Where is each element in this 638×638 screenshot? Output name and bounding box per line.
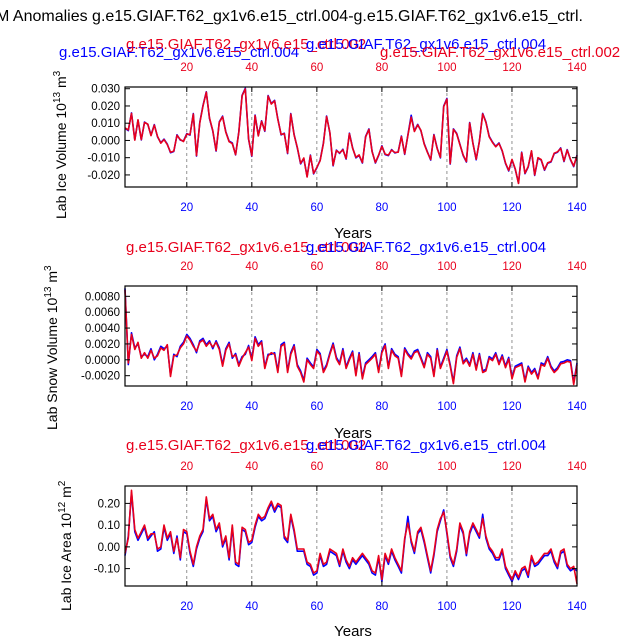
ice-area-xtick-label-top: 120	[502, 461, 521, 473]
ice-area-xtick-label: 80	[375, 601, 388, 613]
snow-volume-xtick-label-top: 40	[245, 261, 258, 273]
ice-volume-series-red-line	[124, 88, 578, 185]
ice-volume-ytick-label: 0.010	[91, 118, 120, 130]
snow-volume-ytick-label: 0.0040	[85, 323, 120, 335]
figure-title: M Anomalies g.e15.GIAF.T62_gx1v6.e15_ctr…	[0, 8, 583, 25]
ice-volume-xtick-label-top: 120	[502, 62, 521, 74]
ice-volume-ytick-label: 0.030	[91, 84, 120, 96]
ice-volume-ytick-label: 0.000	[91, 135, 120, 147]
snow-volume-xlabel: Years	[334, 425, 372, 442]
ice-volume-xtick-label-top: 140	[567, 62, 586, 74]
ice-volume-ytick-label: 0.020	[91, 101, 120, 113]
panel-3-legend-blue: g.e15.GIAF.T62_gx1v6.e15_ctrl.004	[306, 437, 546, 454]
panel-snow-volume: g.e15.GIAF.T62_gx1v6.e15_ctrl.002 g.e15.…	[43, 239, 587, 442]
panel-2-legend-red: g.e15.GIAF.T62_gx1v6.e15_ctrl.002	[126, 239, 366, 256]
snow-volume-xtick-label: 80	[375, 401, 388, 413]
panel-ice-volume: Lab Ice Volume 1013 m3 Years 0.030 0.020 0…	[52, 62, 587, 242]
ice-area-xtick-label: 100	[437, 601, 456, 613]
ice-area-ylabel: Lab Ice Area 1012 m2	[57, 480, 74, 611]
snow-volume-plot-frame	[124, 285, 578, 387]
ice-area-ytick-label: 0.10	[98, 520, 120, 532]
ice-volume-xtick-label-top: 80	[375, 62, 388, 74]
ice-volume-xtick-label: 60	[310, 202, 323, 214]
snow-volume-series-red-line	[124, 289, 578, 386]
ice-area-ytick-label: -0.10	[94, 564, 120, 576]
ice-volume-xtick-label-top: 60	[310, 62, 323, 74]
panel-3-legend-red: g.e15.GIAF.T62_gx1v6.e15_ctrl.002	[126, 437, 366, 454]
panel-2-legend-blue: g.e15.GIAF.T62_gx1v6.e15_ctrl.004	[306, 239, 546, 256]
ice-volume-xtick-label-top: 40	[245, 62, 258, 74]
snow-volume-xtick-label-top: 140	[567, 261, 586, 273]
snow-volume-xtick-label: 60	[310, 401, 323, 413]
snow-volume-xtick-label-top: 80	[375, 261, 388, 273]
legend-case-a-label-2: g.e15.GIAF.T62_gx1v6.e15_ctrl.004	[306, 36, 546, 53]
ice-area-xtick-label-top: 80	[375, 461, 388, 473]
ice-volume-xtick-label-top: 100	[437, 62, 456, 74]
snow-volume-xtick-label: 100	[437, 401, 456, 413]
ice-area-xtick-label-top: 40	[245, 461, 258, 473]
ice-volume-xtick-label-top: 20	[180, 62, 193, 74]
snow-volume-xtick-label: 140	[567, 401, 586, 413]
legend-case-a-label: g.e15.GIAF.T62_gx1v6.e15_ctrl.004	[59, 44, 299, 61]
snow-volume-series-blue-line	[124, 288, 578, 384]
snow-volume-xtick-label-top: 60	[310, 261, 323, 273]
snow-volume-xtick-label: 40	[245, 401, 258, 413]
ice-volume-xtick-label: 20	[180, 202, 193, 214]
ice-area-xtick-label: 140	[567, 601, 586, 613]
ice-area-plot-frame	[124, 485, 578, 587]
ice-area-xtick-label-top: 140	[567, 461, 586, 473]
ice-area-xtick-label-top: 20	[180, 461, 193, 473]
ice-area-ytick-label: 0.20	[98, 498, 120, 510]
snow-volume-ytick-label: 0.0000	[85, 355, 120, 367]
ice-volume-ytick-label: -0.020	[87, 170, 120, 182]
snow-volume-ytick-label: 0.0080	[85, 291, 120, 303]
ice-area-xtick-label: 60	[310, 601, 323, 613]
ice-area-xtick-label-top: 100	[437, 461, 456, 473]
panel-ice-area: g.e15.GIAF.T62_gx1v6.e15_ctrl.002 g.e15.…	[57, 437, 587, 638]
snow-volume-ytick-label: 0.0060	[85, 307, 120, 319]
ice-area-xlabel: Years	[334, 623, 372, 638]
ice-volume-xtick-label: 40	[245, 202, 258, 214]
snow-volume-ylabel: Lab Snow Volume 1013 m3	[43, 265, 60, 430]
snow-volume-ytick-label: 0.0020	[85, 339, 120, 351]
ice-area-xtick-label: 20	[180, 601, 193, 613]
snow-volume-xtick-label: 20	[180, 401, 193, 413]
ice-volume-xtick-label: 140	[567, 202, 586, 214]
ice-volume-xtick-label: 120	[502, 202, 521, 214]
snow-volume-xtick-label-top: 100	[437, 261, 456, 273]
ice-volume-xlabel: Years	[334, 225, 372, 242]
snow-volume-xtick-label-top: 120	[502, 261, 521, 273]
ice-area-xtick-label: 120	[502, 601, 521, 613]
ice-area-xtick-label-top: 60	[310, 461, 323, 473]
ice-area-series-red-line	[124, 489, 578, 584]
legend-case-b-label-2: g.e15.GIAF.T62_gx1v6.e15_ctrl.002	[380, 44, 620, 61]
ice-volume-plot-frame	[124, 86, 578, 188]
ice-volume-xtick-label: 80	[375, 202, 388, 214]
snow-volume-xtick-label-top: 20	[180, 261, 193, 273]
ice-area-xtick-label: 40	[245, 601, 258, 613]
legend-case-b-label: g.e15.GIAF.T62_gx1v6.e15_ctrl.002	[126, 36, 366, 53]
ice-volume-ytick-label: -0.010	[87, 153, 120, 165]
snow-volume-ytick-label: -0.0020	[81, 371, 120, 383]
ice-volume-ylabel: Lab Ice Volume 1013 m3	[52, 70, 69, 219]
snow-volume-xtick-label: 120	[502, 401, 521, 413]
ice-area-series-blue-line	[124, 491, 578, 583]
ice-area-ytick-label: 0.00	[98, 542, 120, 554]
ice-volume-xtick-label: 100	[437, 202, 456, 214]
